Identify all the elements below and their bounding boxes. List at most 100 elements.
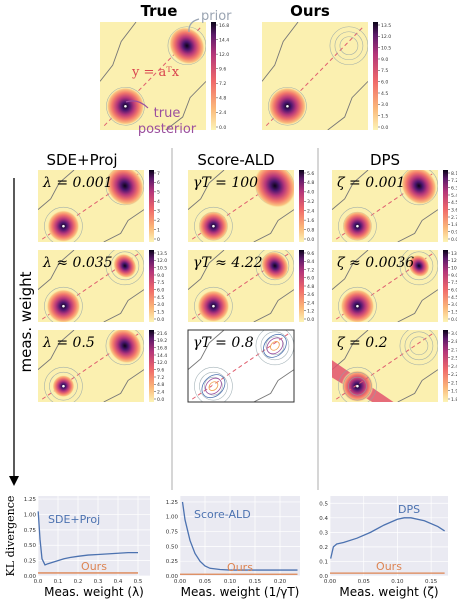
colorbar-tick-label: 3.0	[381, 102, 388, 108]
boundary-curve	[253, 209, 294, 242]
colorbar-tick-label: 3.0	[451, 302, 457, 308]
posterior-mean-marker	[212, 304, 215, 308]
colorbar-tick-label: 5.6	[307, 171, 314, 177]
heatmap-sde-proj-1: 7 6 5 4 3 2 1 0 λ = 0.001	[38, 170, 160, 243]
boundary-curve	[165, 81, 206, 130]
boundary-curve	[332, 170, 369, 210]
colorbar-tick-label: 0.0	[157, 397, 164, 403]
plot-area	[330, 496, 448, 576]
colorbar-tick-label: 7.5	[451, 280, 457, 286]
colorbar-tick-label: 9.0	[381, 57, 388, 63]
prior-blob	[108, 330, 142, 364]
panel-parameter-label: γT = 0.8	[193, 335, 254, 351]
prior-blob	[105, 170, 144, 206]
colorbar-tick-label: 6.3	[451, 185, 457, 191]
colorbar-tick-label: 7.5	[381, 68, 388, 74]
colorbar-tick-label: 12.0	[381, 34, 391, 40]
y-tick-label: 1.00	[166, 515, 179, 521]
colorbar-tick-label: 2.4	[219, 110, 226, 116]
y-tick-label: 0.0	[319, 574, 328, 580]
posterior-contour	[194, 206, 233, 242]
posterior-mean-marker	[62, 224, 65, 228]
colorbar: 8.17.26.3 5.44.53.6 2.71.80.9 0.0	[443, 170, 457, 243]
title-ours: Ours	[290, 2, 330, 20]
colorbar-tick-label: 5	[157, 190, 160, 196]
y-tick-label: 0.25	[166, 559, 179, 565]
boundary-curve	[327, 81, 368, 130]
x-tick-label: 0.00	[324, 579, 337, 585]
colorbar-tick-label: 2.4	[307, 209, 314, 215]
posterior-contour	[44, 366, 83, 402]
colorbar: 13.512.010.59.07.56.04.53.01.50.0	[443, 250, 457, 323]
y-tick-label: 0.00	[166, 574, 179, 580]
series-line-score-ald	[181, 501, 298, 571]
colorbar-tick-label: 9.6	[157, 367, 164, 373]
colorbar-tick-label: 1.5	[381, 113, 388, 119]
colorbar-tick-label: 12.0	[451, 258, 457, 264]
boundary-curve	[188, 170, 225, 210]
y-tick-label: 0.2	[319, 545, 328, 551]
boundary-curve	[188, 250, 225, 290]
prior-contour	[265, 336, 285, 356]
posterior-contour	[194, 366, 233, 402]
prior-contour	[105, 250, 144, 286]
prior-contour	[339, 36, 359, 56]
colorbar-tick-label: 1.80	[451, 397, 457, 403]
colorbar-tick-label: 0.0	[219, 125, 226, 131]
boundary-curve	[253, 369, 294, 402]
posterior-mean-marker	[212, 224, 215, 228]
colorbar-tick-label: 9.0	[157, 273, 164, 279]
col-title-dps: DPS	[370, 151, 400, 169]
colorbar-tick-label: 6	[157, 180, 160, 186]
colorbar-tick-label: 2.55	[451, 356, 457, 362]
colorbar-tick-label: 12.0	[219, 52, 229, 58]
y-tick-label: 0.50	[166, 544, 179, 550]
colorbar-tick-label: 12.0	[157, 258, 167, 264]
meas-weight-label: meas. weight	[17, 271, 35, 372]
series-label: DPS	[398, 503, 420, 516]
colorbar-tick-label: 2.70	[451, 347, 457, 353]
colorbar-tick-label: 2.40	[451, 364, 457, 370]
colorbar: 16.8 14.4 12.0 9.6 7.2 4.8 2.4 0.0	[211, 22, 229, 131]
colorbar-tick-label: 2	[157, 218, 160, 224]
posterior-mean-marker	[62, 384, 65, 388]
colorbar-tick-label: 6.0	[381, 79, 388, 85]
prior-contour	[105, 330, 144, 366]
posterior-contour	[44, 286, 83, 322]
x-tick-label: 0.4	[114, 579, 123, 585]
colorbar-tick-label: 14.4	[219, 37, 229, 43]
boundary-curve	[38, 170, 75, 210]
boundary-curve	[332, 250, 369, 290]
colorbar-tick-label: 4	[157, 199, 160, 205]
colorbar: 3.00 2.85 2.70 2.55 2.40 2.25 2.10 1.95 1.80	[443, 330, 457, 403]
y-tick-label: 0.4	[319, 516, 328, 522]
y-tick-label: 0.50	[24, 543, 37, 549]
colorbar-tick-label: 3.0	[157, 302, 164, 308]
colorbar-tick-label: 8.1	[451, 171, 457, 177]
colorbar-gradient	[299, 170, 304, 242]
annotation-posterior: posterior	[138, 122, 197, 137]
colorbar: 13.512.010.59.07.56.04.53.01.50.0	[373, 22, 391, 131]
prior-blob	[401, 170, 437, 205]
colorbar-tick-label: 0.0	[157, 317, 164, 323]
colorbar-gradient	[443, 250, 448, 322]
prior-contour	[399, 250, 438, 286]
colorbar-tick-label: 9.6	[219, 67, 226, 73]
boundary-curve	[100, 22, 137, 82]
colorbar: 21.619.216.8 14.412.09.6 7.24.82.4 0.0	[149, 330, 167, 403]
colorbar-tick-label: 4.5	[381, 91, 388, 97]
series-line-sde-proj	[37, 511, 138, 566]
colorbar-tick-label: 10.5	[157, 265, 167, 271]
score-contour	[201, 374, 226, 399]
y-tick-label: 0.00	[24, 574, 37, 580]
colorbar-tick-label: 7.2	[157, 375, 164, 381]
series-label: Ours	[376, 560, 402, 573]
heatmap-score-ald-1: 5.6 4.8 4.0 3.2 2.4 1.6 0.8 0.0 γT = 100	[188, 170, 314, 243]
colorbar-tick-label: 6.0	[451, 287, 457, 293]
colorbar-tick-label: 0.0	[381, 125, 388, 131]
prior-blob	[113, 253, 137, 278]
title-true: True	[141, 2, 178, 20]
x-tick-label: 0.05	[358, 579, 371, 585]
colorbar-gradient	[211, 22, 216, 130]
